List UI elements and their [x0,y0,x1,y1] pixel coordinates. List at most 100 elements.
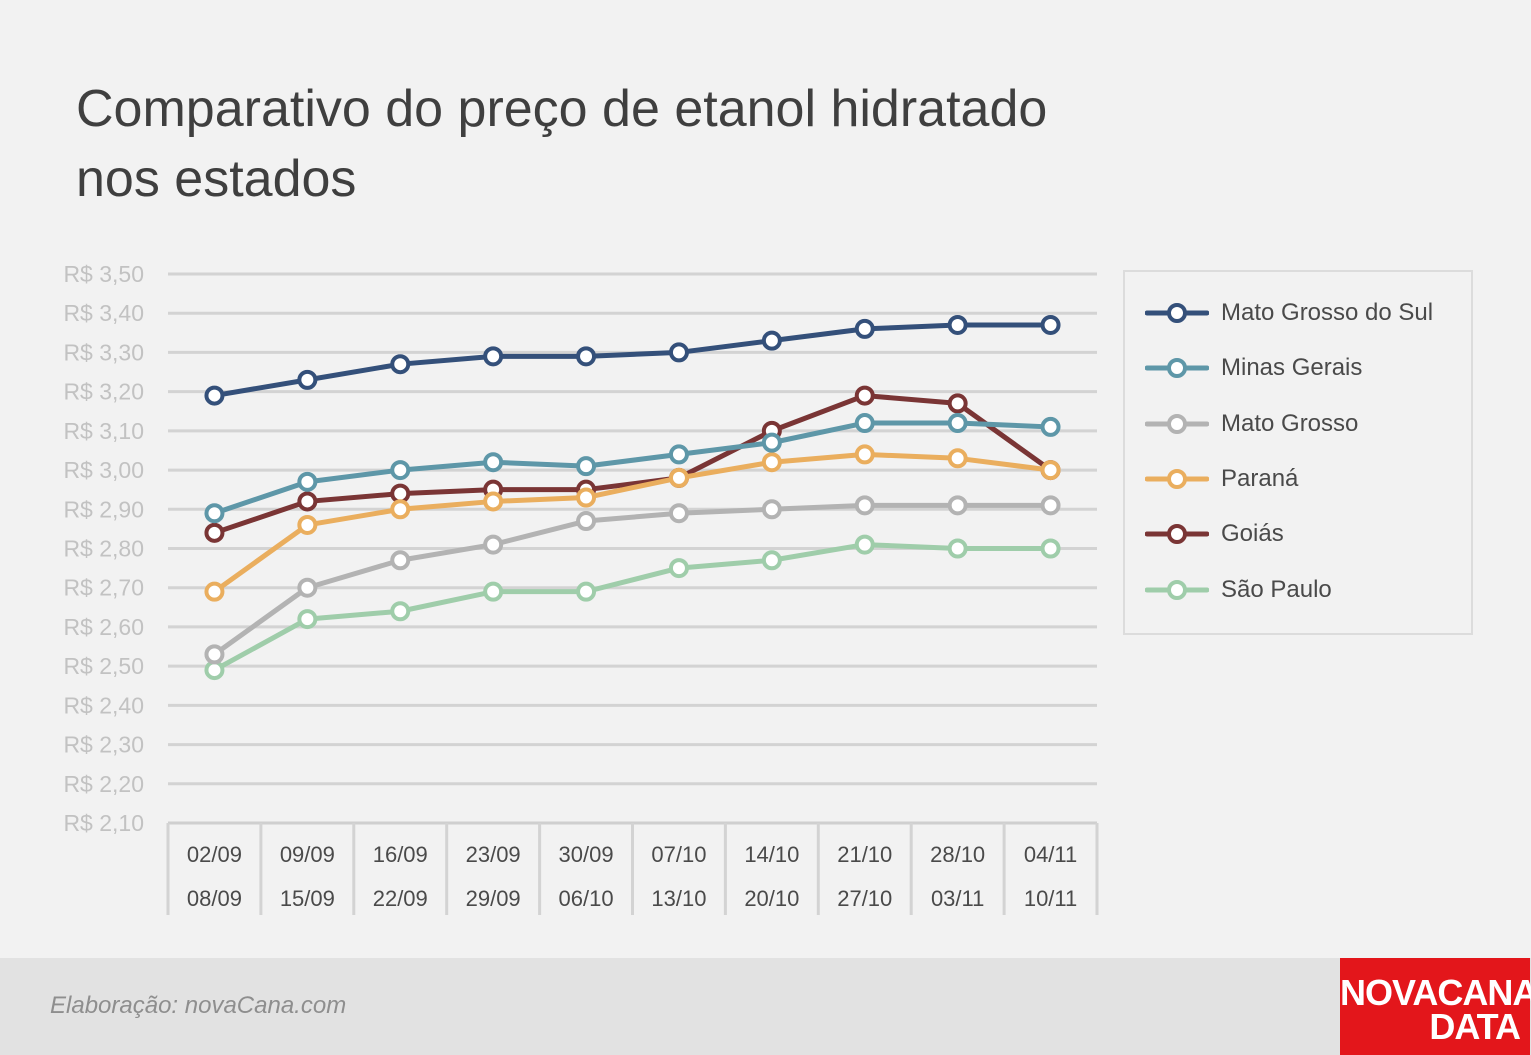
data-point [947,314,968,335]
y-tick-label: R$ 2,80 [63,536,144,562]
y-axis-tick-labels: R$ 3,50 R$ 3,40 R$ 3,30 R$ 3,20 R$ 3,10 R$ 3,… [63,261,144,836]
x-tick-label-end: 10/11 [1024,886,1077,911]
series-line [211,420,1054,516]
data-point [483,452,504,473]
x-tick-label-start: 09/09 [280,842,335,867]
legend-swatch-marker [1167,358,1187,379]
data-point [854,534,875,555]
data-point [576,511,597,532]
series-s-o-paulo [204,534,1061,681]
series-line [211,542,1054,673]
data-point [854,318,875,339]
x-tick-label-start: 07/10 [651,842,706,867]
legend-item: Paraná [1145,459,1298,499]
series-line [211,451,1054,595]
novacana-data-logo: NOVACANA DATA [1340,958,1531,1055]
series-lines [204,314,1061,681]
y-tick-label: R$ 2,20 [63,771,144,797]
data-point [204,660,225,681]
data-point [390,483,411,504]
data-point [576,487,597,508]
legend-swatch-marker [1167,413,1187,434]
data-point [761,452,782,473]
x-tick-label-end: 20/10 [744,886,799,911]
data-point [947,538,968,559]
data-point [204,385,225,406]
data-point [297,514,318,535]
chart-title-line-1: Comparativo do preço de etanol hidratado [76,80,1048,138]
y-tick-label: R$ 2,30 [63,732,144,758]
x-tick-label-start: 04/11 [1024,842,1077,867]
data-point [1040,495,1061,516]
data-point [204,522,225,543]
data-point [483,491,504,512]
data-point [947,448,968,469]
data-point [947,393,968,414]
data-point [390,460,411,481]
legend-swatch [1145,524,1209,545]
x-tick-label-end: 13/10 [651,886,706,911]
data-point [761,330,782,351]
y-tick-label: R$ 2,60 [63,614,144,640]
y-tick-label: R$ 3,00 [63,457,144,483]
data-point [297,577,318,598]
y-tick-label: R$ 2,70 [63,575,144,601]
legend-label: Goiás [1221,520,1284,548]
data-point [854,495,875,516]
series-paran- [204,444,1061,602]
data-point [390,499,411,520]
data-point [854,385,875,406]
data-point [390,601,411,622]
legend-label: Minas Gerais [1221,354,1363,382]
legend-swatch [1145,468,1209,489]
data-point [576,456,597,477]
data-point [1040,460,1061,481]
data-point [947,495,968,516]
line-chart: R$ 3,50 R$ 3,40 R$ 3,30 R$ 3,20 R$ 3,10 R$ 3,… [63,261,1099,915]
data-point [297,609,318,630]
x-tick-label-start: 28/10 [930,842,985,867]
legend-label: Mato Grosso do Sul [1221,299,1434,326]
data-point [761,550,782,571]
y-tick-label: R$ 2,50 [63,653,144,679]
legend-item: Goiás [1145,514,1284,554]
x-tick-label-end: 22/09 [373,886,428,911]
legend-swatch-marker [1167,303,1187,323]
data-point [297,369,318,390]
series-line [211,502,1054,657]
chart-title-line-2: nos estados [76,150,357,208]
data-point [668,467,689,488]
y-tick-label: R$ 2,40 [63,692,144,718]
y-tick-label: R$ 3,40 [63,300,144,326]
data-point [297,471,318,492]
logo-line-2: DATA [1429,1006,1521,1047]
legend-item: Minas Gerais [1145,348,1362,388]
legend-label: São Paulo [1221,575,1332,603]
series-line [211,322,1054,399]
x-tick-label-end: 03/11 [931,886,984,911]
data-point [761,499,782,520]
y-tick-label: R$ 3,20 [63,379,144,405]
x-tick-label-start: 23/09 [466,842,521,867]
data-point [297,491,318,512]
data-point [204,581,225,602]
series-mato-grosso-do-sul [204,314,1061,406]
x-tick-label-end: 08/09 [187,886,242,911]
data-point [1040,538,1061,559]
data-point [854,413,875,434]
data-point [483,581,504,602]
legend-item: São Paulo [1145,570,1332,610]
y-tick-label: R$ 2,10 [63,810,144,836]
series-mato-grosso [204,495,1061,665]
legend-swatch [1145,358,1209,379]
y-tick-label: R$ 2,90 [63,496,144,522]
legend-swatch [1145,579,1209,600]
y-tick-label: R$ 3,30 [63,339,144,365]
data-point [1040,314,1061,335]
data-point [761,432,782,453]
x-tick-label-end: 06/10 [559,886,614,911]
data-point [668,342,689,363]
data-point [204,503,225,524]
chart-title: Comparativo do preço de etanol hidratado… [76,74,1376,214]
x-tick-label-end: 15/09 [280,886,335,911]
